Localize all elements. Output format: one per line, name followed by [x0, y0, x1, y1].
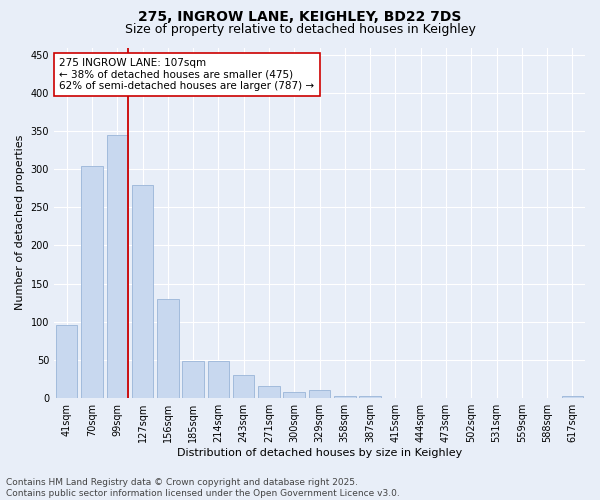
Bar — [334, 396, 356, 398]
Bar — [132, 184, 153, 398]
Bar — [309, 390, 330, 398]
Bar — [107, 135, 128, 398]
X-axis label: Distribution of detached houses by size in Keighley: Distribution of detached houses by size … — [177, 448, 462, 458]
Text: Contains HM Land Registry data © Crown copyright and database right 2025.
Contai: Contains HM Land Registry data © Crown c… — [6, 478, 400, 498]
Bar — [56, 326, 77, 398]
Y-axis label: Number of detached properties: Number of detached properties — [15, 135, 25, 310]
Text: Size of property relative to detached houses in Keighley: Size of property relative to detached ho… — [125, 22, 475, 36]
Bar — [157, 298, 179, 398]
Bar — [208, 361, 229, 398]
Bar — [562, 396, 583, 398]
Bar — [81, 166, 103, 398]
Bar — [283, 392, 305, 398]
Bar — [359, 396, 381, 398]
Text: 275, INGROW LANE, KEIGHLEY, BD22 7DS: 275, INGROW LANE, KEIGHLEY, BD22 7DS — [139, 10, 461, 24]
Bar — [258, 386, 280, 398]
Bar — [182, 361, 204, 398]
Text: 275 INGROW LANE: 107sqm
← 38% of detached houses are smaller (475)
62% of semi-d: 275 INGROW LANE: 107sqm ← 38% of detache… — [59, 58, 314, 91]
Bar — [233, 375, 254, 398]
